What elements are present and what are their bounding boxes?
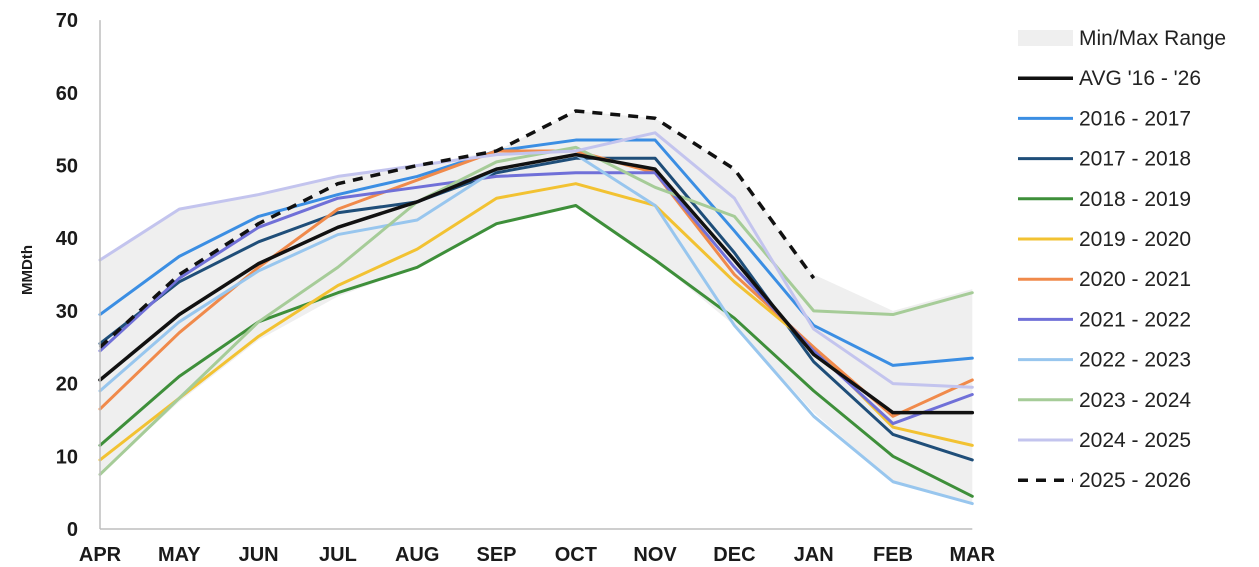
- x-tick-label: MAY: [158, 544, 201, 566]
- legend-item-2024-2025: 2024 - 2025: [1018, 429, 1191, 452]
- x-tick-label: DEC: [713, 544, 755, 566]
- x-tick-labels: APR MAY JUN JUL AUG SEP OCT NOV DEC JAN FEB MAR: [79, 544, 996, 566]
- legend-item-2019-2020: 2019 - 2020: [1018, 228, 1191, 251]
- y-tick-label: 40: [56, 228, 78, 250]
- x-tick-label: APR: [79, 544, 122, 566]
- legend-item-2022-2023: 2022 - 2023: [1018, 349, 1191, 372]
- legend-label-avg-16-26: AVG '16 - '26: [1079, 67, 1201, 90]
- x-tick-label: JUL: [319, 544, 357, 566]
- series-line-avg-16-26: [98, 152, 975, 415]
- x-tick-label: MAR: [950, 544, 996, 566]
- y-tick-label: 0: [67, 519, 78, 541]
- legend-item-2025-2026: 2025 - 2026: [1018, 469, 1191, 492]
- x-tick-label: FEB: [873, 544, 913, 566]
- legend-item-2023-2024: 2023 - 2024: [1018, 389, 1191, 412]
- x-tick-label: JAN: [794, 544, 834, 566]
- legend-label-2024-2025: 2024 - 2025: [1079, 429, 1191, 452]
- y-tick-label: 10: [56, 446, 78, 468]
- x-tick-label: NOV: [633, 544, 677, 566]
- legend-label-2023-2024: 2023 - 2024: [1079, 389, 1191, 412]
- series-line-2017-2018: [98, 156, 974, 462]
- x-tick-label: OCT: [555, 544, 597, 566]
- legend-label-2018-2019: 2018 - 2019: [1079, 188, 1191, 211]
- legend-item-2021-2022: 2021 - 2022: [1018, 308, 1191, 331]
- y-tick-labels: 0 10 20 30 40 50 60 70: [56, 10, 78, 541]
- min-max-range-area: [100, 110, 973, 504]
- series-lines: [98, 109, 975, 506]
- legend-item-2018-2019: 2018 - 2019: [1018, 188, 1191, 211]
- axes: [99, 20, 973, 530]
- legend-item-2017-2018: 2017 - 2018: [1018, 148, 1191, 171]
- y-tick-label: 60: [56, 83, 78, 105]
- series-line-2024-2025: [98, 131, 974, 389]
- series-line-2018-2019: [98, 203, 974, 498]
- x-tick-label: SEP: [476, 544, 516, 566]
- legend-swatch-range: [1018, 30, 1073, 46]
- legend-item-2016-2017: 2016 - 2017: [1018, 107, 1191, 130]
- legend-item-range: Min/Max Range: [1018, 27, 1226, 50]
- y-tick-label: 20: [56, 374, 78, 396]
- y-tick-label: 70: [56, 10, 78, 32]
- x-tick-label: JUN: [239, 544, 279, 566]
- legend-label-2020-2021: 2020 - 2021: [1079, 268, 1191, 291]
- series-line-2016-2017: [98, 138, 974, 367]
- legend-label-2021-2022: 2021 - 2022: [1079, 308, 1191, 331]
- legend-item-2020-2021: 2020 - 2021: [1018, 268, 1191, 291]
- legend-label-range: Min/Max Range: [1079, 27, 1226, 50]
- legend-label-2022-2023: 2022 - 2023: [1079, 349, 1191, 372]
- series-line-2025-2026: [98, 109, 816, 349]
- min-max-range-band: [100, 110, 973, 504]
- legend-label-2025-2026: 2025 - 2026: [1079, 469, 1191, 492]
- x-tick-label: AUG: [395, 544, 439, 566]
- legend: Min/Max Range AVG '16 - '26 2016 - 2017 201…: [1018, 27, 1226, 492]
- legend-label-2017-2018: 2017 - 2018: [1079, 148, 1191, 171]
- legend-label-2016-2017: 2016 - 2017: [1079, 107, 1191, 130]
- y-tick-label: 30: [56, 301, 78, 323]
- legend-label-2019-2020: 2019 - 2020: [1079, 228, 1191, 251]
- series-line-2023-2024: [98, 145, 974, 476]
- legend-item-avg-16-26: AVG '16 - '26: [1018, 67, 1201, 90]
- y-axis-title: MMDth: [19, 245, 36, 295]
- y-tick-label: 50: [56, 156, 78, 178]
